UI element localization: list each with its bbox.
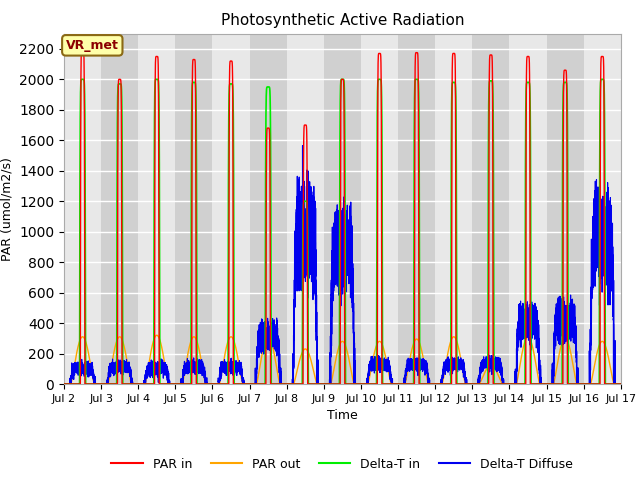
Bar: [584, 34, 621, 384]
Bar: [324, 34, 361, 384]
Bar: [287, 34, 324, 384]
Y-axis label: PAR (umol/m2/s): PAR (umol/m2/s): [1, 157, 13, 261]
Bar: [435, 34, 472, 384]
Bar: [398, 34, 435, 384]
X-axis label: Time: Time: [327, 409, 358, 422]
Bar: [547, 34, 584, 384]
Bar: [361, 34, 398, 384]
Bar: [212, 34, 250, 384]
Bar: [138, 34, 175, 384]
Title: Photosynthetic Active Radiation: Photosynthetic Active Radiation: [221, 13, 464, 28]
Legend: PAR in, PAR out, Delta-T in, Delta-T Diffuse: PAR in, PAR out, Delta-T in, Delta-T Dif…: [106, 453, 579, 476]
Text: VR_met: VR_met: [66, 39, 119, 52]
Bar: [472, 34, 509, 384]
Bar: [64, 34, 101, 384]
Bar: [509, 34, 547, 384]
Bar: [175, 34, 212, 384]
Bar: [101, 34, 138, 384]
Bar: [250, 34, 287, 384]
